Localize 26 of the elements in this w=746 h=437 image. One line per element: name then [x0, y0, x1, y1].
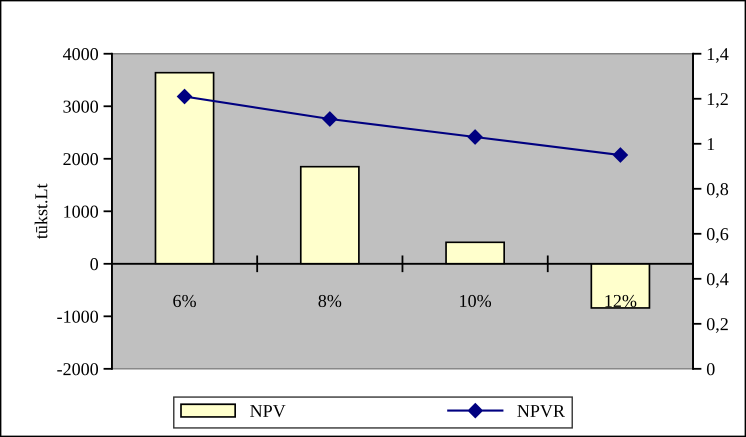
y-tick-label: 0	[90, 258, 98, 270]
y2-tick-label: 0,4	[706, 273, 729, 288]
y2-tick-label: 0,8	[706, 183, 728, 198]
point	[322, 111, 338, 127]
y2-tick-label: 0,6	[706, 228, 728, 243]
y-tick-label: 2000	[63, 153, 98, 166]
point	[176, 88, 192, 104]
legend-label: NPV	[250, 405, 286, 418]
y-axis-title: tūkst.Lt	[34, 184, 48, 239]
y-tick-label: 1000	[64, 206, 98, 218]
y2-tick-label: 0,2	[706, 318, 728, 333]
y-tick-label: 3000	[63, 100, 98, 113]
y2-tick-label: 0	[706, 363, 715, 376]
x-tick-label: 6%	[173, 294, 196, 308]
x-tick-label: 12%	[605, 294, 636, 308]
point	[468, 129, 483, 145]
point	[612, 147, 628, 163]
y-tick-label: -1000	[57, 310, 98, 323]
y-tick-label: -2000	[57, 363, 98, 376]
y-tick-label: 4000	[62, 48, 98, 60]
y2-tick-label: 1,4	[708, 48, 729, 63]
y2-tick-label: 1	[708, 138, 714, 150]
x-tick-label: 10%	[460, 294, 492, 308]
legend-label: NPVR	[517, 405, 565, 418]
y2-tick-label: 1,2	[708, 93, 728, 108]
x-tick-label: 8%	[318, 294, 342, 308]
